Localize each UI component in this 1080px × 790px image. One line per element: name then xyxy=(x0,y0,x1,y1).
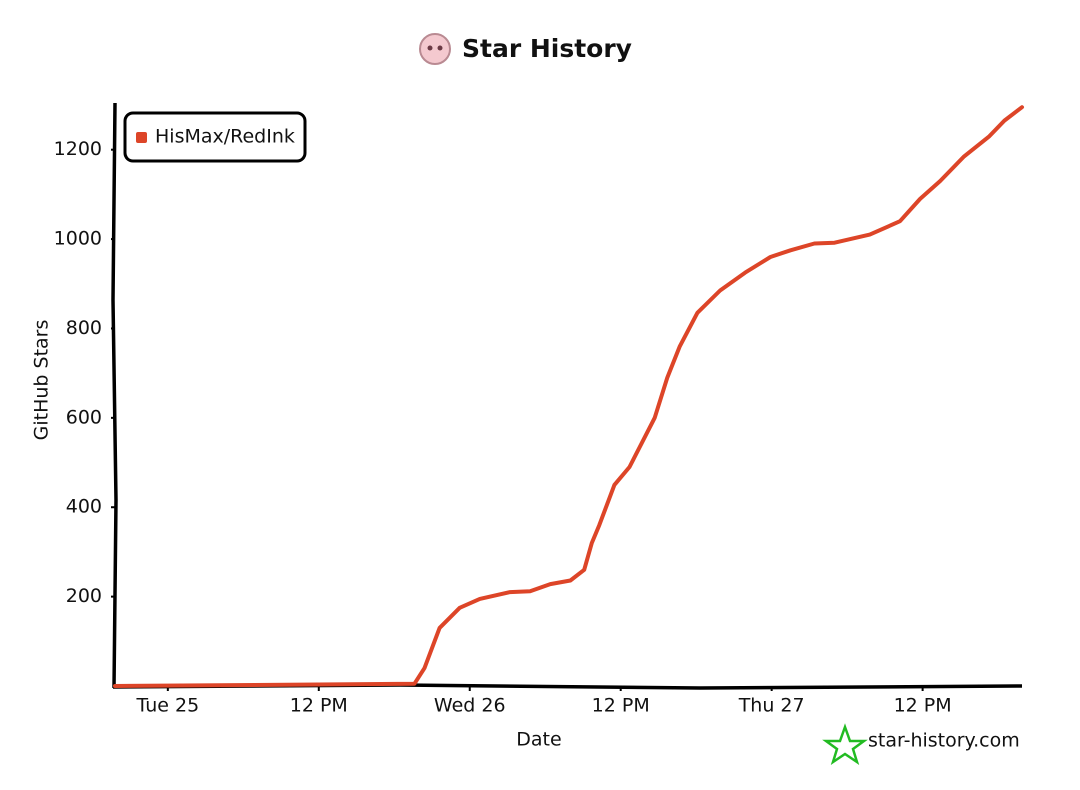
y-axis-label: GitHub Stars xyxy=(31,320,53,441)
x-tick-label: 12 PM xyxy=(894,695,952,717)
y-tick-label: 800 xyxy=(66,317,102,339)
legend-label: HisMax/RedInk xyxy=(155,126,295,148)
x-tick-label: Thu 27 xyxy=(738,695,805,717)
y-tick-label: 1000 xyxy=(54,228,102,250)
x-tick-label: 12 PM xyxy=(290,695,348,717)
y-axis xyxy=(111,102,118,689)
y-tick-label: 400 xyxy=(66,496,102,518)
y-tick-label: 1200 xyxy=(54,138,102,160)
x-tick-label: Wed 26 xyxy=(434,695,506,717)
chart-title: Star History xyxy=(462,34,632,63)
y-tick-label: 200 xyxy=(66,585,102,607)
legend-box xyxy=(123,111,307,163)
avatar-icon xyxy=(419,33,451,65)
x-axis-label: Date xyxy=(516,729,561,751)
legend-swatch xyxy=(136,132,147,143)
x-tick-label: 12 PM xyxy=(592,695,650,717)
series-line xyxy=(113,105,1024,688)
watermark-icon xyxy=(822,723,868,765)
y-tick-label: 600 xyxy=(66,406,102,428)
x-tick-label: Tue 25 xyxy=(135,695,199,717)
watermark: star-history.com xyxy=(868,730,1020,752)
